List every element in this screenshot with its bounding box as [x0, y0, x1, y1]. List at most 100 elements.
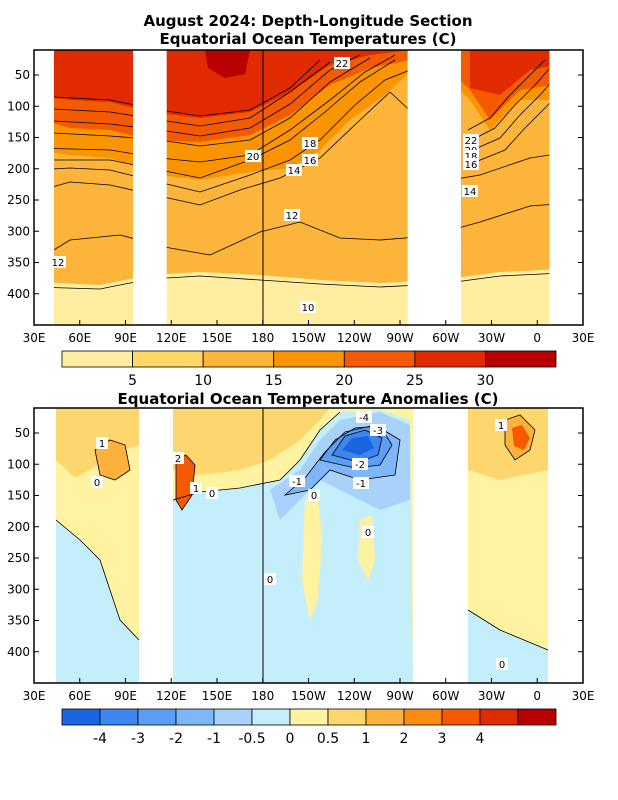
no-data-band — [549, 50, 583, 325]
svg-text:0: 0 — [311, 491, 317, 502]
anom-warm-finger — [302, 495, 375, 620]
isotherm-east-22 — [467, 59, 546, 131]
y-tick-label: 50 — [15, 68, 30, 82]
anom-contour-0-west — [55, 519, 140, 641]
isotherm-26 — [34, 61, 331, 127]
svg-text:12: 12 — [52, 258, 65, 269]
anomaly-contour-labels: 1 0 2 1 0 -1 0 -4 -3 -2 -1 0 0 1 0 — [91, 411, 508, 671]
isotherm-12 — [34, 201, 583, 263]
svg-text:0: 0 — [499, 660, 505, 671]
contour-label: 1 — [495, 419, 507, 432]
svg-text:-1: -1 — [356, 479, 366, 490]
x-tick-label: 180 — [251, 689, 274, 703]
anomaly-x-axis: 30E 60E 90E 120E 150E 180 150W 120W 90W 60W 30W 0 30… — [23, 678, 595, 703]
x-tick-label: 150W — [291, 689, 326, 703]
no-data-band — [139, 408, 173, 683]
colorbar-tick-label: 5 — [128, 373, 137, 389]
contour-label: 14 — [462, 185, 478, 198]
contour-label: 10 — [300, 301, 316, 314]
x-tick-label: 30E — [23, 689, 46, 703]
colorbar-tick-label: 10 — [194, 373, 212, 389]
y-tick-label: 150 — [7, 489, 30, 503]
x-tick-label: 120W — [337, 331, 372, 345]
x-tick-label: 150E — [202, 331, 233, 345]
colorbar-swatch — [213, 708, 253, 726]
x-tick-label: 0 — [533, 689, 541, 703]
contour-label: -3 — [370, 424, 386, 437]
svg-text:-2: -2 — [355, 460, 365, 471]
colorbar-swatch — [441, 708, 481, 726]
contour-label: 0 — [362, 526, 374, 539]
y-tick-label: 300 — [7, 224, 30, 238]
contour-label: 20 — [245, 150, 261, 163]
colorbar-swatch — [132, 350, 204, 368]
anom-negative-region — [56, 410, 548, 683]
colorbar-swatch — [202, 350, 275, 368]
x-tick-label: 60E — [68, 331, 91, 345]
contour-label: 1 — [96, 437, 108, 450]
x-tick-label: 90E — [114, 689, 137, 703]
x-tick-label: 30E — [572, 331, 595, 345]
colorbar-swatch — [137, 708, 177, 726]
svg-text:-4: -4 — [359, 413, 369, 424]
x-tick-label: 60W — [432, 689, 459, 703]
colorbar-tick-label: -3 — [131, 731, 145, 747]
svg-text:22: 22 — [336, 59, 349, 70]
x-tick-label: 30E — [572, 689, 595, 703]
x-tick-label: 90W — [386, 331, 413, 345]
y-tick-label: 200 — [7, 520, 30, 534]
contour-label: 22 — [463, 134, 479, 147]
colorbar-swatch — [99, 708, 139, 726]
isotherm-16 — [34, 69, 411, 193]
isotherm-10 — [34, 271, 583, 290]
anom-contour-2 — [175, 454, 196, 511]
colorbar-tick-label: 0 — [286, 731, 295, 747]
contour-label: 12 — [284, 209, 300, 222]
no-data-band — [407, 50, 461, 325]
x-tick-label: 150W — [291, 331, 326, 345]
x-tick-label: 180 — [251, 331, 274, 345]
svg-text:16: 16 — [465, 160, 478, 171]
x-tick-label: 60E — [68, 689, 91, 703]
isotherm-28 — [34, 59, 321, 117]
contour-label: 0 — [264, 573, 276, 586]
svg-text:18: 18 — [304, 139, 317, 150]
anom-contour-1-east — [504, 414, 536, 461]
contour-label: -2 — [352, 458, 368, 471]
temperature-y-axis: 50 100 150 200 250 300 350 400 — [7, 68, 583, 301]
temp-band-28 — [34, 50, 583, 118]
colorbar-tick-label: -1 — [207, 731, 221, 747]
svg-text:20: 20 — [247, 152, 260, 163]
x-tick-label: 150E — [202, 689, 233, 703]
svg-text:22: 22 — [465, 136, 478, 147]
x-tick-label: 120W — [337, 689, 372, 703]
svg-text:1: 1 — [99, 439, 105, 450]
svg-text:12: 12 — [286, 211, 299, 222]
colorbar-tick-label: 0.5 — [317, 731, 339, 747]
contour-label: -4 — [356, 411, 372, 424]
svg-text:2: 2 — [175, 454, 181, 465]
y-tick-label: 250 — [7, 551, 30, 565]
svg-text:0: 0 — [365, 528, 371, 539]
svg-text:16: 16 — [304, 156, 317, 167]
colorbar-swatch — [485, 350, 557, 368]
colorbar-tick-label: -4 — [93, 731, 107, 747]
isotherm-east-18 — [467, 77, 556, 153]
no-data-band — [548, 408, 583, 683]
contour-label: 22 — [334, 57, 350, 70]
temp-band-30 — [205, 50, 250, 78]
temperature-plot — [34, 50, 583, 325]
temperature-x-axis: 30E 60E 90E 120E 150E 180 150W 120W 90W 60W 30W 0 30… — [23, 320, 595, 345]
contour-label: -1 — [353, 477, 369, 490]
colorbar-tick-label: 20 — [335, 373, 353, 389]
svg-text:0: 0 — [94, 478, 100, 489]
colorbar-swatch — [273, 350, 345, 368]
contour-label: 1 — [190, 482, 202, 495]
y-tick-label: 250 — [7, 193, 30, 207]
colorbar-tick-label: 15 — [265, 373, 283, 389]
colorbar-tick-label: 30 — [477, 373, 495, 389]
no-data-band-west — [34, 408, 56, 683]
colorbar-swatch — [365, 708, 405, 726]
contour-label: 0 — [308, 489, 320, 502]
